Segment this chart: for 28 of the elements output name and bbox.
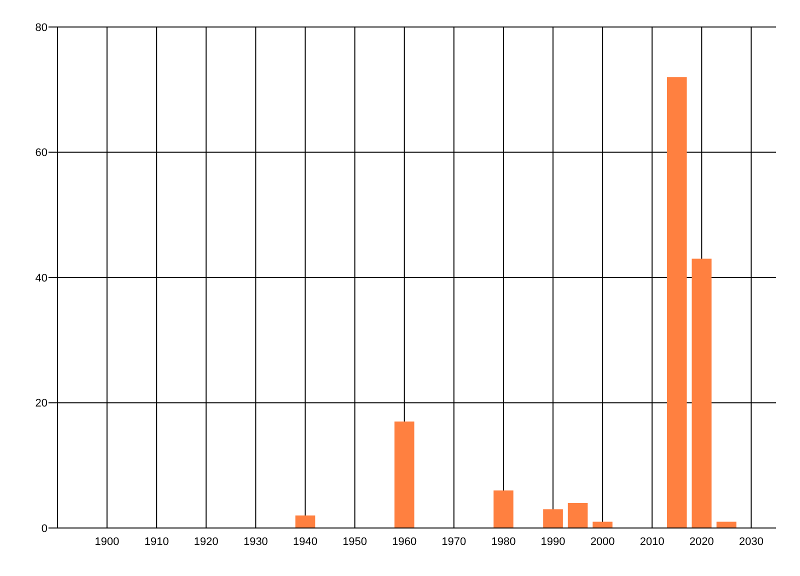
x-tick-label: 2010: [640, 536, 664, 548]
bar: [568, 502, 588, 528]
y-tick-label: 20: [35, 398, 48, 410]
x-tick-label: 2030: [738, 536, 764, 548]
x-tick-label: 2020: [689, 536, 714, 548]
y-tick-label: 40: [35, 272, 48, 284]
x-tick-label: 1910: [144, 536, 169, 548]
bar: [692, 258, 712, 528]
bar: [666, 77, 687, 528]
x-tick-label: 1960: [392, 536, 417, 548]
bar: [394, 422, 414, 528]
y-tick-label: 80: [35, 22, 48, 34]
y-tick-label: 0: [41, 522, 48, 535]
x-tick-label: 1920: [194, 536, 218, 548]
x-tick-label: 2000: [590, 536, 615, 548]
x-tick-label: 1980: [491, 536, 516, 548]
x-tick-label: 1950: [342, 536, 368, 548]
bar: [592, 522, 612, 528]
x-tick-label: 1900: [94, 536, 120, 548]
bar: [494, 490, 514, 528]
bar: [543, 509, 563, 528]
y-tick-label: 60: [35, 147, 48, 160]
x-tick-label: 1930: [243, 536, 268, 548]
x-tick-label: 1990: [540, 536, 566, 548]
bar: [295, 515, 316, 528]
bar: [716, 522, 736, 528]
x-tick-label: 1940: [293, 536, 318, 548]
x-tick-label: 1970: [442, 536, 466, 548]
